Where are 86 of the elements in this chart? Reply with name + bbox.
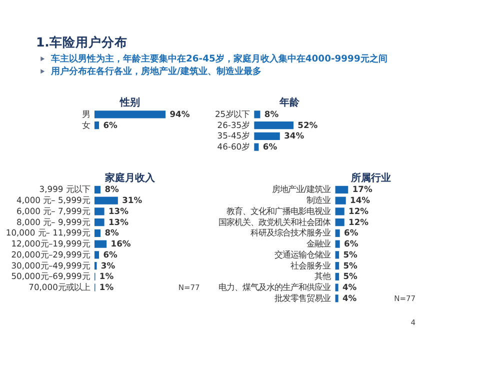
y-tick-label: 6,000 元– 7,999元 [16, 206, 90, 216]
data-label: 12% [348, 216, 370, 227]
data-label: 34% [284, 130, 305, 141]
bar [254, 110, 260, 118]
data-label: 13% [108, 216, 130, 227]
y-tick-label: 批发零售贸易业 [274, 292, 331, 303]
y-tick-label: 46-60岁 [217, 142, 250, 152]
bar [335, 251, 340, 259]
bar [335, 186, 348, 194]
bar [335, 294, 338, 302]
bar [335, 272, 340, 280]
y-tick-label: 30,000元–49,999元 [11, 260, 90, 270]
y-tick-label: 4,000 元– 5,999元 [16, 195, 90, 206]
data-label: 52% [298, 120, 318, 130]
text: N=77 [394, 294, 416, 303]
data-label: 6% [344, 238, 359, 249]
data-label: 12% [348, 206, 370, 216]
bar [335, 196, 346, 204]
y-tick-label: 科研及综合技术服务业 [250, 228, 331, 238]
data-label: 4% [342, 292, 358, 303]
bar [335, 218, 344, 226]
bar [254, 143, 259, 151]
data-label: 6% [103, 249, 118, 260]
y-tick-label: 70,000元或以上 [28, 282, 90, 292]
y-tick-label: 其他 [314, 271, 331, 282]
bar [94, 229, 101, 237]
y-tick-label: 男 [82, 108, 90, 119]
y-tick-label: 社会服务业 [290, 260, 331, 270]
data-label: 5% [343, 271, 358, 282]
y-tick-label: 20,000元–29,999元 [11, 249, 90, 260]
data-label: 16% [110, 238, 132, 249]
data-label: 8% [104, 228, 120, 238]
y-tick-label: 金融业 [306, 238, 331, 249]
y-tick-label: 电力、煤气及水的生产和供应业 [218, 282, 331, 292]
bar [94, 186, 101, 194]
y-tick-label: 12,000元–19,999元 [11, 238, 90, 249]
bar [335, 208, 344, 216]
data-label: 5% [343, 249, 358, 260]
data-label: 14% [350, 195, 371, 206]
data-label: 94% [170, 108, 190, 119]
bar [254, 132, 280, 140]
text: 4 [410, 318, 416, 328]
data-label: 6% [344, 228, 359, 238]
data-label: 17% [352, 184, 373, 194]
text: 所属行业 [350, 172, 391, 184]
bar [94, 240, 107, 248]
y-tick-label: 交通运输仓储业 [274, 249, 331, 260]
data-label: 6% [262, 142, 278, 152]
data-label: 8% [104, 184, 120, 194]
chart-title: 家庭月收入 [104, 172, 156, 184]
bar [335, 262, 340, 270]
y-tick-label: 35-45岁 [217, 130, 250, 141]
y-tick-label: 3,999 元以下 [39, 184, 90, 194]
y-tick-label: 25岁以下 [214, 108, 250, 119]
y-tick-label: 8,000 元– 9,999元 [16, 216, 90, 227]
bar [94, 251, 100, 259]
y-tick-label: 房地产业/建筑业 [272, 184, 331, 194]
chart-title: 性别 [119, 96, 140, 109]
data-label: 1% [99, 282, 114, 292]
data-label: 6% [103, 120, 118, 130]
y-tick-label: 国家机关、政党机关和社会团体 [218, 216, 331, 227]
y-tick-label: 10,000 元– 11,999元 [6, 228, 90, 238]
y-tick-label: 女 [82, 120, 90, 130]
chart-title: 年龄 [278, 96, 301, 109]
bar [94, 218, 104, 226]
bar [335, 240, 340, 248]
bar [335, 229, 340, 237]
data-label: 1% [99, 271, 114, 282]
data-label: 5% [343, 260, 358, 270]
y-tick-label: 制造业 [306, 195, 331, 206]
y-tick-label: 26-35岁 [217, 120, 250, 130]
data-label: 31% [122, 195, 143, 206]
text: N=77 [178, 283, 200, 292]
bar [94, 196, 118, 204]
bar [254, 122, 294, 130]
data-label: 8% [264, 108, 280, 119]
y-tick-label: 50,000元–69,999元 [11, 271, 90, 282]
text: 1.车险用户分布 [36, 34, 128, 50]
data-label: 4% [342, 282, 358, 292]
text: 车主以男性为主，年龄主要集中在26-45岁，家庭月收入集中在4000-9999元之间 [50, 53, 388, 64]
bar [94, 208, 104, 216]
y-tick-label: 教育、文化和广播电影电视业 [226, 206, 331, 216]
data-label: 13% [108, 206, 130, 216]
bar [335, 284, 338, 292]
text: 用户分布在各行各业，房地产业/建筑业、制造业最多 [50, 66, 262, 77]
data-label: 3% [100, 260, 116, 270]
